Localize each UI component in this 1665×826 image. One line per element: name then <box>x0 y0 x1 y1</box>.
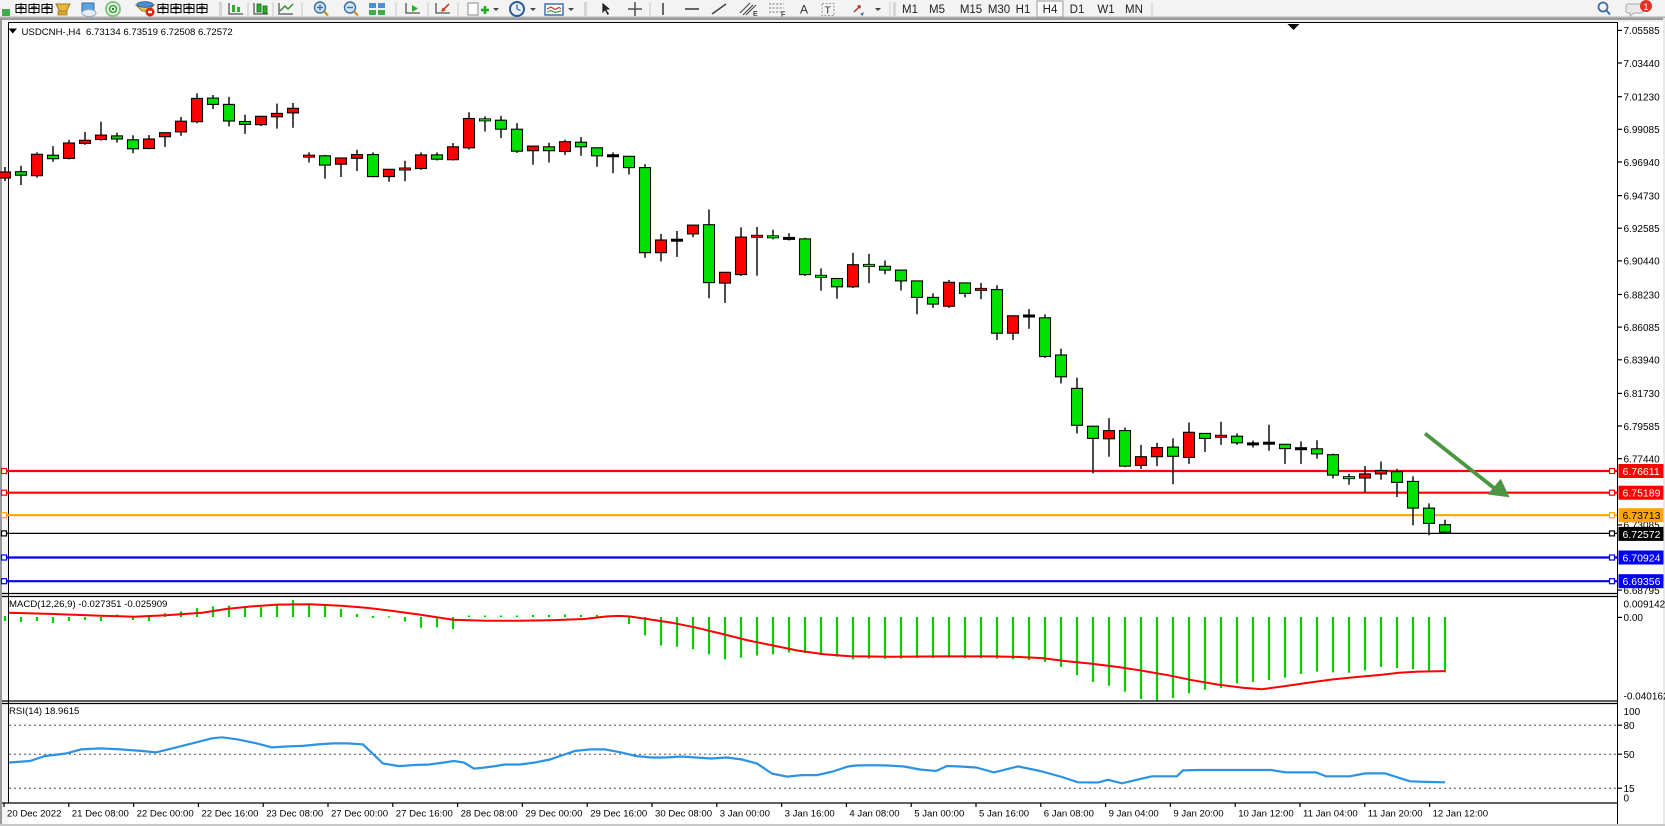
svg-text:7.03440: 7.03440 <box>1624 59 1661 70</box>
svg-text:E: E <box>753 11 758 18</box>
svg-text:M1: M1 <box>902 4 918 16</box>
svg-text:21 Dec 08:00: 21 Dec 08:00 <box>72 809 129 820</box>
svg-text:1: 1 <box>1643 2 1648 13</box>
svg-text:A: A <box>800 3 808 17</box>
svg-text:12 Jan 12:00: 12 Jan 12:00 <box>1433 809 1488 820</box>
svg-text:5 Jan 00:00: 5 Jan 00:00 <box>914 809 964 820</box>
svg-text:0: 0 <box>1624 794 1630 805</box>
svg-text:M5: M5 <box>929 4 945 16</box>
svg-text:6.88230: 6.88230 <box>1624 290 1661 301</box>
svg-text:6.77440: 6.77440 <box>1624 455 1661 466</box>
svg-text:H4: H4 <box>1043 4 1058 16</box>
svg-text:6.94730: 6.94730 <box>1624 191 1661 202</box>
svg-text:MN: MN <box>1125 4 1143 16</box>
svg-text:6.83940: 6.83940 <box>1624 356 1661 367</box>
svg-text:6.92585: 6.92585 <box>1624 224 1661 235</box>
svg-text:11 Jan 04:00: 11 Jan 04:00 <box>1303 809 1358 820</box>
svg-text:5 Jan 16:00: 5 Jan 16:00 <box>979 809 1029 820</box>
svg-text:6.86085: 6.86085 <box>1624 323 1661 334</box>
svg-text:0.00: 0.00 <box>1624 613 1644 624</box>
svg-text:D1: D1 <box>1070 4 1085 16</box>
svg-text:W1: W1 <box>1097 4 1114 16</box>
svg-text:29 Dec 00:00: 29 Dec 00:00 <box>525 809 582 820</box>
svg-text:6.73085: 6.73085 <box>1624 521 1661 532</box>
svg-text:6.72572: 6.72572 <box>1623 529 1661 541</box>
svg-text:9 Jan 20:00: 9 Jan 20:00 <box>1173 809 1223 820</box>
svg-text:100: 100 <box>1624 707 1641 718</box>
svg-text:15: 15 <box>1624 784 1636 795</box>
svg-text:22 Dec 16:00: 22 Dec 16:00 <box>201 809 258 820</box>
svg-text:RSI(14) 18.9615: RSI(14) 18.9615 <box>9 706 79 717</box>
svg-text:6.90440: 6.90440 <box>1624 257 1661 268</box>
svg-text:6.96940: 6.96940 <box>1624 158 1661 169</box>
svg-text:6 Jan 08:00: 6 Jan 08:00 <box>1044 809 1094 820</box>
svg-text:4 Jan 08:00: 4 Jan 08:00 <box>849 809 899 820</box>
svg-text:6.70924: 6.70924 <box>1623 553 1661 565</box>
svg-text:6.73713: 6.73713 <box>1623 510 1661 522</box>
svg-text:6.76611: 6.76611 <box>1623 466 1660 478</box>
svg-text:6.69356: 6.69356 <box>1623 576 1661 588</box>
svg-text:6.75189: 6.75189 <box>1623 488 1661 500</box>
svg-text:7.05585: 7.05585 <box>1624 26 1661 37</box>
svg-text:11 Jan 20:00: 11 Jan 20:00 <box>1368 809 1423 820</box>
svg-text:23 Dec 08:00: 23 Dec 08:00 <box>266 809 323 820</box>
svg-text:20 Dec 2022: 20 Dec 2022 <box>7 809 61 820</box>
svg-text:T: T <box>825 5 832 17</box>
svg-text:6.68795: 6.68795 <box>1624 586 1661 597</box>
svg-text:6.81730: 6.81730 <box>1624 389 1661 400</box>
svg-text:50: 50 <box>1624 750 1636 761</box>
svg-text:6.79585: 6.79585 <box>1624 422 1661 433</box>
svg-text:22 Dec 00:00: 22 Dec 00:00 <box>137 809 194 820</box>
svg-text:0.009142: 0.009142 <box>1624 600 1665 611</box>
svg-text:M30: M30 <box>988 4 1010 16</box>
svg-text:9 Jan 04:00: 9 Jan 04:00 <box>1109 809 1159 820</box>
svg-text:10 Jan 12:00: 10 Jan 12:00 <box>1238 809 1293 820</box>
svg-text:6.99085: 6.99085 <box>1624 125 1661 136</box>
svg-text:H1: H1 <box>1016 4 1031 16</box>
svg-text:-0.040162: -0.040162 <box>1624 692 1665 703</box>
svg-text:F: F <box>781 12 785 19</box>
svg-text:3 Jan 00:00: 3 Jan 00:00 <box>720 809 770 820</box>
svg-text:7.01230: 7.01230 <box>1624 93 1661 104</box>
svg-text:3 Jan 16:00: 3 Jan 16:00 <box>785 809 835 820</box>
svg-text:USDCNH-,H4 6.73134 6.73519 6.: USDCNH-,H4 6.73134 6.73519 6.72508 6.725… <box>22 27 233 38</box>
svg-text:30 Dec 08:00: 30 Dec 08:00 <box>655 809 712 820</box>
svg-text:28 Dec 08:00: 28 Dec 08:00 <box>461 809 518 820</box>
svg-text:80: 80 <box>1624 721 1636 732</box>
svg-text:29 Dec 16:00: 29 Dec 16:00 <box>590 809 647 820</box>
svg-text:27 Dec 16:00: 27 Dec 16:00 <box>396 809 453 820</box>
svg-text:MACD(12,26,9) -0.027351 -0.025: MACD(12,26,9) -0.027351 -0.025909 <box>9 599 167 610</box>
svg-text:27 Dec 00:00: 27 Dec 00:00 <box>331 809 388 820</box>
svg-text:M15: M15 <box>960 4 982 16</box>
